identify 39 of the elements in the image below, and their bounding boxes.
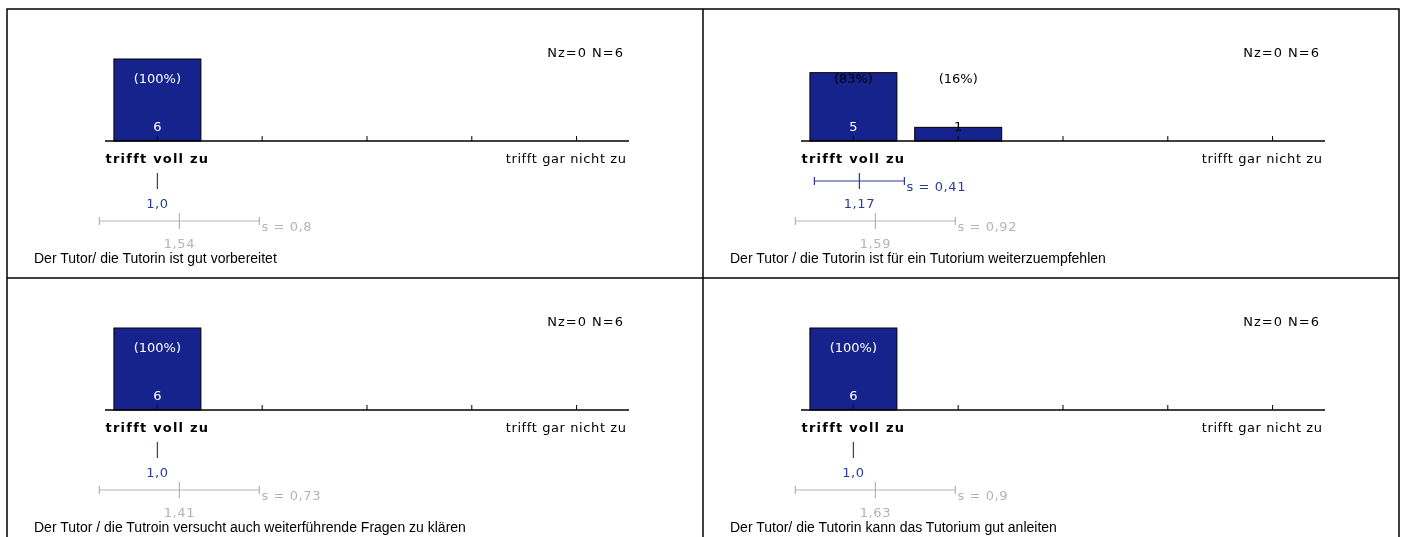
- text: 1,0: [146, 465, 169, 480]
- annotation: (83%): [833, 71, 873, 86]
- text: s = 0,73: [261, 488, 322, 503]
- annotation: Nz=0 N=6: [547, 45, 624, 60]
- text: Der Tutor / die Tutorin ist für ein Tutorium weiterzuempfehlen: [730, 250, 1106, 266]
- text: s = 0,92: [957, 219, 1018, 234]
- data-label: 6: [153, 119, 162, 134]
- annotation: Nz=0 N=6: [547, 314, 624, 329]
- text: Nz=0 N=6: [1243, 45, 1320, 60]
- annotation: (100%): [829, 340, 878, 355]
- text: Der Tutor/ die Tutorin ist gut vorbereitet: [34, 250, 277, 266]
- text: 1,54: [163, 236, 196, 251]
- text: 1,59: [859, 236, 892, 251]
- x-tick-label: trifft voll zu: [801, 420, 906, 435]
- x-tick-label: trifft voll zu: [105, 151, 210, 166]
- data-label: 6: [849, 388, 858, 403]
- text: 1,17: [843, 196, 876, 211]
- text: s = 0,8: [261, 219, 313, 234]
- annotation: (100%): [133, 340, 182, 355]
- text: s = 0,41: [906, 179, 967, 194]
- x-tick-label: trifft gar nicht zu: [1201, 151, 1323, 166]
- text: s = 0,9: [957, 488, 1009, 503]
- text: 1,41: [163, 505, 196, 520]
- text: 1,0: [842, 465, 865, 480]
- annotation: Nz=0 N=6: [1243, 314, 1320, 329]
- text: 1,63: [859, 505, 892, 520]
- data-label: 1: [954, 119, 963, 134]
- text: Der Tutor/ die Tutorin kann das Tutorium gut anleiten: [730, 519, 1057, 535]
- data-label: 5: [849, 119, 858, 134]
- x-tick-label: trifft voll zu: [801, 151, 906, 166]
- text: Der Tutor / die Tutroin versucht auch weiterführende Fragen zu klären: [34, 519, 466, 535]
- data-label: 6: [153, 388, 162, 403]
- text: 1,0: [146, 196, 169, 211]
- x-tick-label: trifft gar nicht zu: [505, 151, 627, 166]
- annotation: (100%): [133, 71, 182, 86]
- annotation: (16%): [938, 71, 978, 86]
- x-tick-label: trifft gar nicht zu: [505, 420, 627, 435]
- x-tick-label: trifft gar nicht zu: [1201, 420, 1323, 435]
- x-tick-label: trifft voll zu: [105, 420, 210, 435]
